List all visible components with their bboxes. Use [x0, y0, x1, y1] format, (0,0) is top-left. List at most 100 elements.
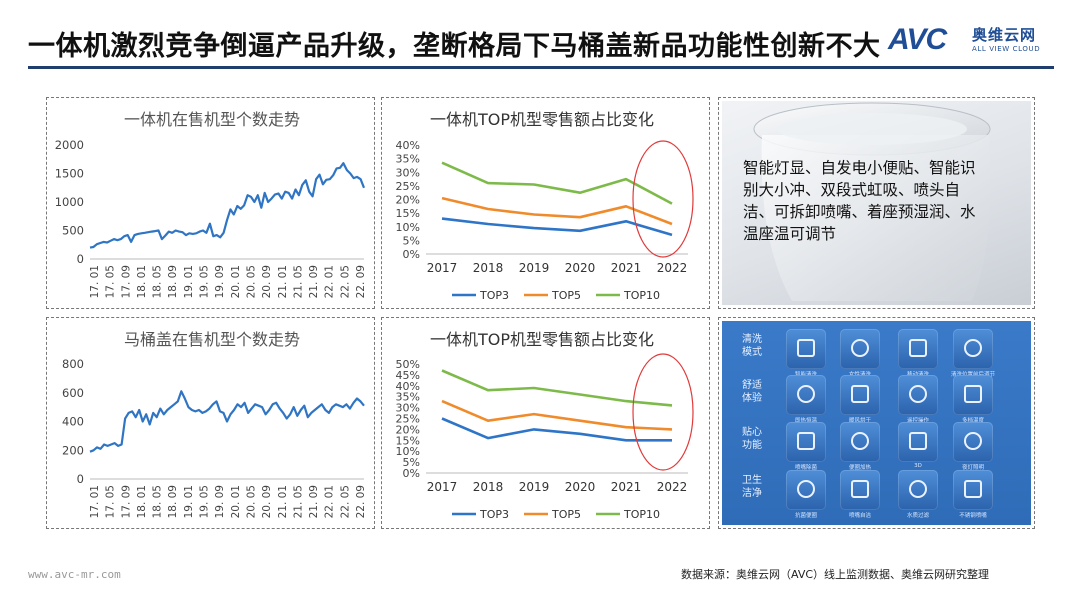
x-tick-label: 20. 09 — [261, 485, 273, 518]
chart-title: 一体机TOP机型零售额占比变化 — [430, 110, 654, 129]
page-title: 一体机激烈竞争倒逼产品升级，垄断格局下马桶盖新品功能性创新不大 — [28, 31, 881, 62]
sha-icon — [786, 470, 826, 510]
icon-glyph — [964, 480, 982, 498]
chart-title: 马桶盖在售机型个数走势 — [124, 330, 300, 349]
x-tick-label: 18. 05 — [152, 265, 164, 298]
y-tick-label: 5% — [403, 456, 420, 469]
x-tick-label: 21. 05 — [292, 265, 304, 298]
x-tick-label: 22. 05 — [339, 485, 351, 518]
icon-glyph — [909, 432, 927, 450]
x-tick-label: 21. 01 — [277, 485, 289, 518]
series-line-top10 — [441, 369, 673, 407]
3d-icon — [898, 422, 938, 462]
y-tick-label: 200 — [62, 443, 84, 457]
y-tick-label: 0 — [77, 252, 84, 266]
x-tick-label: 22. 09 — [355, 265, 367, 298]
function-item-label: 暖风烘干 — [848, 418, 871, 424]
product-photo: 智能灯显、自发电小便贴、智能识别大小冲、双段式虹吸、喷头自洁、可拆卸喷嘴、着座预… — [722, 101, 1031, 305]
dryer-icon — [840, 375, 880, 415]
y-tick-label: 35% — [396, 153, 420, 166]
function-item-label: 夜灯照明 — [961, 465, 984, 471]
nozzle-adjust-icon — [953, 329, 993, 369]
icon-glyph — [851, 432, 869, 450]
icon-glyph — [797, 480, 815, 498]
x-tick-label: 2020 — [565, 480, 596, 494]
x-tick-label: 21. 09 — [308, 485, 320, 518]
x-tick-label: 17. 09 — [120, 485, 132, 518]
icon-glyph — [964, 385, 982, 403]
x-tick-label: 22. 01 — [324, 265, 336, 298]
y-tick-label: 30% — [396, 402, 420, 415]
x-tick-label: 21. 05 — [292, 485, 304, 518]
logo-english-name: ALL VIEW CLOUD — [972, 45, 1041, 53]
x-tick-label: 21. 09 — [308, 265, 320, 298]
x-tick-label: 20. 05 — [245, 265, 257, 298]
function-item-label: 多档温度 — [961, 418, 984, 424]
y-tick-label: 0% — [403, 467, 420, 480]
logo-mark: AVC — [888, 23, 947, 56]
x-tick-label: 2017 — [427, 261, 458, 275]
function-item-label: 水质过滤 — [906, 513, 929, 519]
legend-label: TOP10 — [623, 289, 660, 302]
series-line — [89, 390, 365, 453]
x-tick-label: 18. 01 — [136, 485, 148, 518]
x-tick-label: 19. 05 — [199, 265, 211, 298]
function-item-label: 3D — [914, 463, 922, 469]
chart-panel-aio-top-share-2: 一体机TOP机型零售额占比变化 0% 5% 10% 15% 20% 25% 30% 35% 40%… — [381, 317, 710, 529]
function-category-label: 贴心 功能 — [742, 427, 762, 451]
y-tick-label: 25% — [396, 413, 420, 426]
series-line-top3 — [441, 217, 673, 237]
icon-glyph — [851, 385, 869, 403]
y-tick-label: 50% — [396, 358, 420, 371]
chart-panel-aio-top-share: 一体机TOP机型零售额占比变化 0% 5% 10% 15% 20% 25% 30% 35% 40%… — [381, 97, 710, 309]
x-tick-label: 21. 01 — [277, 265, 289, 298]
x-tick-label: 18. 09 — [167, 265, 179, 298]
y-tick-label: 15% — [396, 434, 420, 447]
highlight-circle — [632, 353, 694, 471]
x-tick-label: 22. 05 — [339, 265, 351, 298]
x-tick-label: 19. 09 — [214, 265, 226, 298]
function-grid-panel: 清洗 模式智能清洗女性清洗移动清洗清洗位置前后调节舒适 体验即热恒温暖风烘干遥控… — [718, 317, 1035, 529]
y-tick-label: 500 — [62, 224, 84, 238]
x-tick-label: 20. 09 — [261, 265, 273, 298]
nozzle-icon — [898, 329, 938, 369]
function-item-label: 即热恒温 — [794, 418, 817, 424]
icon-glyph — [909, 339, 927, 357]
y-tick-label: 20% — [396, 194, 420, 207]
x-tick-label: 2019 — [519, 261, 550, 275]
x-tick-label: 22. 09 — [355, 485, 367, 518]
seat-icon — [840, 422, 880, 462]
aio-top-share-chart: 一体机TOP机型零售额占比变化 0%5%10%15%20%25%30%35%40%… — [396, 110, 694, 302]
icon-glyph — [909, 480, 927, 498]
spray-icon — [786, 329, 826, 369]
function-item-label: 不锈钢喷嘴 — [959, 513, 987, 519]
steel-nozzle-icon — [953, 470, 993, 510]
x-tick-label: 2022 — [657, 480, 688, 494]
y-tick-label: 40% — [396, 380, 420, 393]
x-tick-label: 2021 — [611, 480, 642, 494]
y-tick-label: 400 — [62, 415, 84, 429]
x-tick-label: 19. 01 — [183, 485, 195, 518]
series-line-top5 — [441, 196, 673, 226]
x-tick-label: 20. 05 — [245, 485, 257, 518]
icon-glyph — [797, 339, 815, 357]
series-line — [89, 162, 366, 249]
chart-title: 一体机TOP机型零售额占比变化 — [430, 330, 654, 349]
x-tick-label: 19. 01 — [183, 265, 195, 298]
legend-label: TOP5 — [551, 289, 581, 302]
icon-glyph — [797, 432, 815, 450]
y-tick-label: 1000 — [55, 195, 84, 209]
x-tick-label: 17. 05 — [105, 265, 117, 298]
function-item-label: 便圈加热 — [848, 465, 871, 471]
cover-model-count-chart: 马桶盖在售机型个数走势 0 200 400 600 800 17. 01 17. 05 17. … — [62, 330, 367, 518]
remote-icon — [898, 375, 938, 415]
function-category-label: 舒适 体验 — [742, 380, 762, 404]
x-tick-label: 22. 01 — [324, 485, 336, 518]
title-divider — [28, 66, 1054, 69]
x-tick-label: 2021 — [611, 261, 642, 275]
chart-panel-cover-model-count: 马桶盖在售机型个数走势 0 200 400 600 800 17. 01 17. 05 17. … — [46, 317, 375, 529]
y-tick-label: 1500 — [55, 167, 84, 181]
function-item-label: 喷嘴自洁 — [848, 513, 871, 519]
toilet-illustration — [753, 102, 991, 301]
x-tick-label: 19. 05 — [199, 485, 211, 518]
